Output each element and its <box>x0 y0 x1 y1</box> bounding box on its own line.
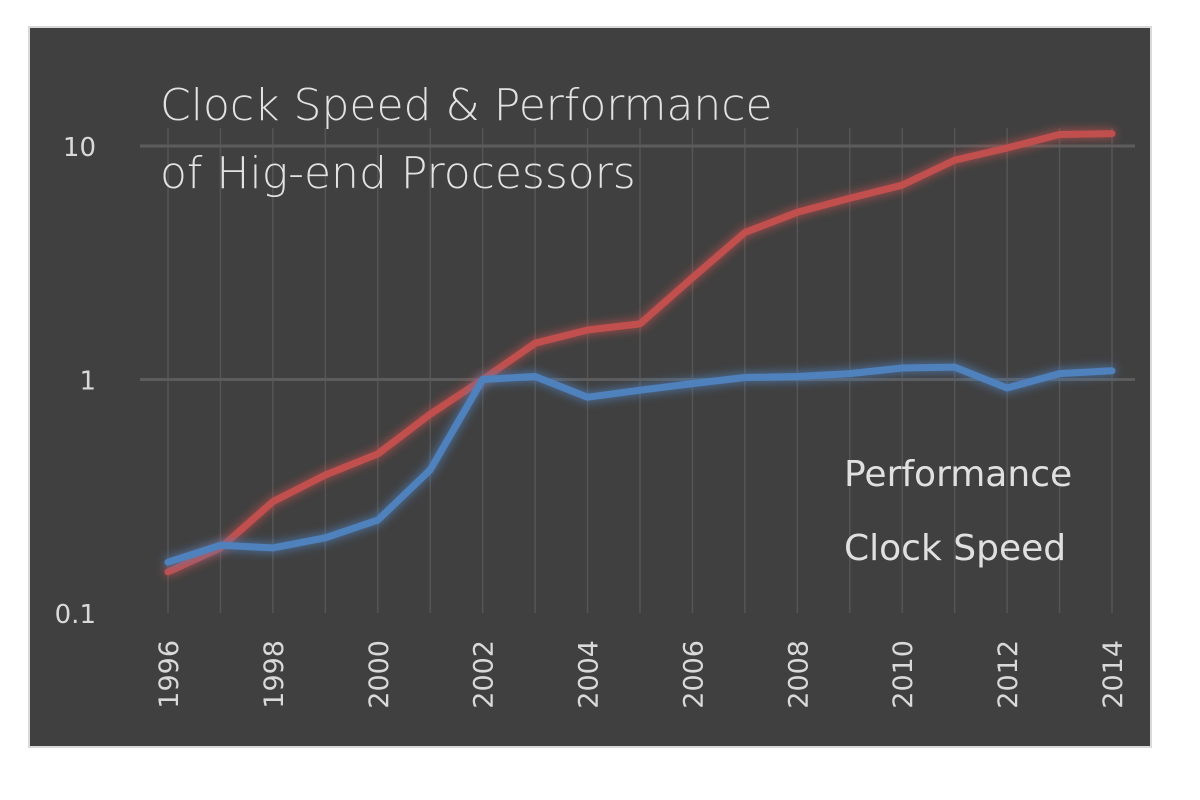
x-tick-label: 1996 <box>154 640 185 709</box>
x-tick-label: 2012 <box>993 640 1024 709</box>
chart-title-line-1: Clock Speed & Performance <box>160 80 773 131</box>
series <box>164 130 1116 576</box>
x-tick-label: 2014 <box>1098 640 1129 709</box>
y-tick-label: 10 <box>63 133 96 163</box>
x-tick-label: 2000 <box>364 640 395 709</box>
chart-title: Clock Speed & Performance of Hig-end Pro… <box>160 80 773 199</box>
chart: 0.1 1 10 1996 1998 2000 2002 2004 2006 2008 2010 2… <box>55 80 1135 709</box>
x-tick-label: 2006 <box>678 640 709 709</box>
legend-label: Clock Speed <box>844 528 1066 569</box>
x-tick-label: 2010 <box>888 640 919 709</box>
y-axis: 0.1 1 10 <box>55 133 96 630</box>
x-tick-label: 2002 <box>469 640 500 709</box>
y-tick-label: 1 <box>79 367 96 397</box>
x-axis: 1996 1998 2000 2002 2004 2006 2008 2010 2012 2014 <box>154 640 1129 709</box>
chart-frame: 0.1 1 10 1996 1998 2000 2002 2004 2006 2008 2010 2… <box>28 26 1152 748</box>
legend-label: Performance <box>844 454 1072 495</box>
series-line-clock-speed <box>164 363 1116 566</box>
series-line-performance <box>164 130 1116 576</box>
x-tick-label: 2004 <box>574 640 605 709</box>
x-tick-label: 2008 <box>783 640 814 709</box>
chart-title-line-2: of Hig-end Processors <box>160 148 636 199</box>
legend: Performance Clock Speed <box>778 454 1072 569</box>
x-tick-label: 1998 <box>259 640 290 709</box>
y-tick-label: 0.1 <box>55 600 96 630</box>
